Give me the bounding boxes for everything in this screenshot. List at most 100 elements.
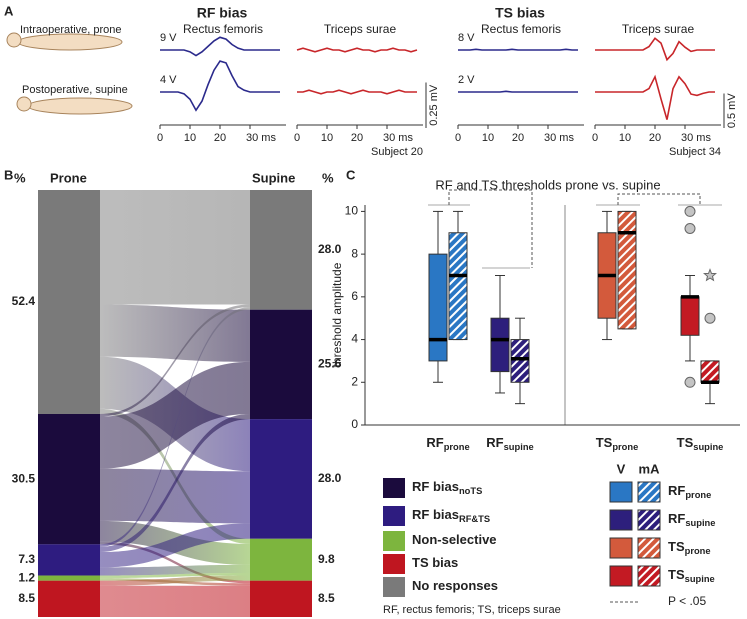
value-label: 25.6 <box>318 357 342 371</box>
legend-swatch <box>637 537 661 559</box>
box <box>617 210 637 330</box>
legend-label: Non-selective <box>412 532 497 547</box>
flow <box>100 304 250 417</box>
x-tick-label-main: RF <box>426 435 443 450</box>
x-tick-label-main: TS <box>596 435 613 450</box>
x-tick-label-sub: prone <box>444 442 470 452</box>
body <box>27 97 133 115</box>
trace <box>296 47 418 53</box>
bracket <box>448 189 533 268</box>
x-tick-label: 0 <box>294 132 300 144</box>
flow <box>100 361 250 469</box>
x-tick-label-sub: prone <box>612 442 638 452</box>
supine-figure <box>16 96 133 115</box>
x-tick-label: 0 <box>455 132 461 144</box>
stack-block <box>38 413 100 545</box>
legend-swatch <box>383 531 405 551</box>
x-tick-label: 10 <box>619 132 631 144</box>
panel-label: C <box>346 167 356 182</box>
stack-block <box>250 538 312 581</box>
x-tick-label: RFsupine <box>486 435 533 452</box>
legend-swatch <box>609 481 633 503</box>
y-tick-label: 8 <box>351 246 358 260</box>
stack-block <box>38 190 100 414</box>
legend-label-sub: prone <box>685 546 711 556</box>
panel-label: B <box>4 167 13 182</box>
value-label: 8.5 <box>18 591 35 605</box>
legend-label: TSprone <box>668 539 711 556</box>
footnote: RF, rectus femoris; TS, triceps surae <box>383 604 561 616</box>
subject-note: Subject 34 <box>669 146 721 158</box>
legend-swatch <box>383 506 405 526</box>
legend-label-main: TS bias <box>412 555 458 570</box>
head <box>16 96 32 112</box>
legend-label-sub: supine <box>685 574 715 584</box>
flow <box>100 190 250 305</box>
x-tick-label: 20 <box>214 132 226 144</box>
trace <box>297 89 417 95</box>
flow <box>100 572 250 579</box>
x-tick-label: 30 ms <box>383 132 413 144</box>
x-tick-label-main: RF <box>486 435 503 450</box>
legend-swatch <box>609 565 633 587</box>
x-tick-label: TSprone <box>596 435 639 452</box>
legend-label-sub: supine <box>685 518 715 528</box>
value-label: 9.8 <box>318 552 335 566</box>
legend-label-main: RF bias <box>412 479 459 494</box>
value-label: 52.4 <box>12 294 36 308</box>
prone-figure <box>6 32 123 51</box>
legend-label-main: RF <box>668 483 685 498</box>
legend-label-main: Non-selective <box>412 532 497 547</box>
x-tick-label: 30 ms <box>544 132 574 144</box>
legend-label: P < .05 <box>668 594 706 608</box>
y-axis-label: threshold amplitude <box>330 262 344 367</box>
body <box>17 33 123 51</box>
stack-block <box>250 580 312 617</box>
flow <box>100 468 250 524</box>
x-tick-label: 0 <box>157 132 163 144</box>
x-tick-label: RFprone <box>426 435 469 452</box>
scale-bar-label: 0.5 mV <box>726 93 738 129</box>
x-tick-label: 20 <box>649 132 661 144</box>
box <box>448 232 468 341</box>
panel-label: A <box>4 3 14 18</box>
figure-label: Intraoperative, prone <box>20 24 122 36</box>
trace <box>160 60 280 112</box>
value-label: 8.5 <box>318 591 335 605</box>
trace <box>160 36 280 57</box>
legend-swatch <box>609 509 633 531</box>
unit: % <box>14 170 26 185</box>
x-tick-label: TSsupine <box>677 435 724 452</box>
x-tick-label: 0 <box>592 132 598 144</box>
legend-label: No responses <box>412 578 498 593</box>
significance-brackets <box>428 189 722 269</box>
x-tick-label: 10 <box>321 132 333 144</box>
outlier <box>684 205 696 217</box>
flow <box>100 523 250 568</box>
trace <box>595 37 715 62</box>
flow <box>100 575 250 586</box>
unit: % <box>322 170 334 185</box>
x-tick-label: 10 <box>184 132 196 144</box>
stack-block <box>38 544 100 576</box>
trace-label: 8 V <box>458 32 475 44</box>
x-tick-label: 30 ms <box>246 132 276 144</box>
x-tick-label: 20 <box>351 132 363 144</box>
legend-swatch <box>637 509 661 531</box>
flow <box>100 585 250 617</box>
flow <box>100 564 250 576</box>
stack-block <box>250 309 312 420</box>
y-tick-label: 10 <box>345 204 359 218</box>
extreme <box>703 268 717 282</box>
legend-header: V <box>617 461 626 476</box>
column-title: Supine <box>252 170 295 185</box>
x-tick-label-main: TS <box>677 435 694 450</box>
legend-label: RF biasnoTS <box>412 479 482 496</box>
trace <box>458 48 578 51</box>
value-label: 1.2 <box>18 570 35 584</box>
legend-header: mA <box>639 461 661 476</box>
flow <box>100 307 250 547</box>
subject-note: Subject 20 <box>371 146 423 158</box>
trace <box>458 90 578 93</box>
